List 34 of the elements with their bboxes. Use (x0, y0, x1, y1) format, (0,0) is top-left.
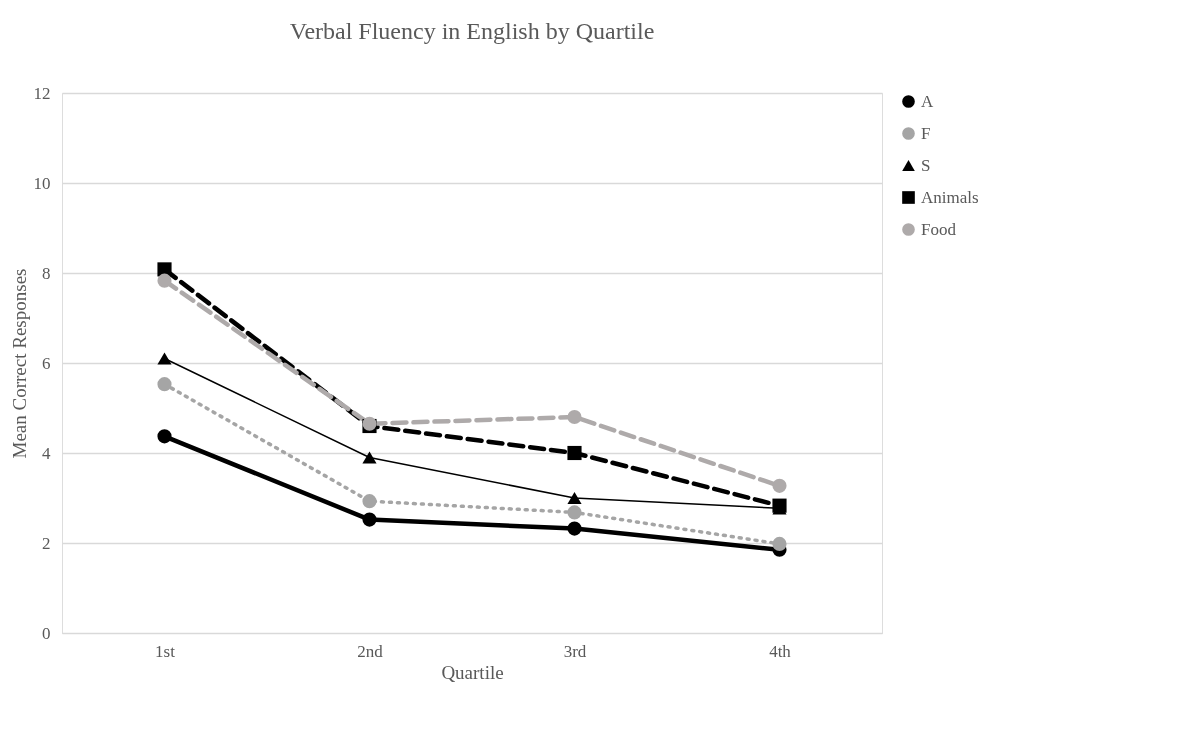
x-tick-label: 2nd (357, 641, 384, 661)
legend-label: Food (921, 219, 957, 239)
point (567, 521, 582, 536)
y-tick-label: 2 (42, 533, 51, 553)
point (772, 498, 787, 513)
point (567, 491, 582, 505)
y-axis-title: Mean Correct Responses (8, 268, 30, 459)
y-tick-label: 4 (42, 443, 51, 463)
y-tick-label: 8 (42, 263, 51, 283)
point (772, 536, 787, 551)
point (362, 512, 377, 527)
x-axis-title: Quartile (441, 661, 504, 683)
point (772, 478, 787, 493)
x-tick-label: 1st (155, 641, 176, 661)
point (157, 273, 172, 288)
legend-label: F (921, 123, 931, 143)
point (157, 429, 172, 444)
point (157, 352, 172, 365)
y-tick-label: 10 (33, 173, 51, 193)
point (567, 445, 582, 461)
point (362, 494, 377, 509)
y-tick-label: 0 (42, 623, 51, 643)
point (362, 451, 377, 464)
x-tick-label: 3rd (563, 641, 587, 661)
point (567, 505, 582, 520)
legend-label: S (921, 155, 931, 175)
point (157, 377, 172, 392)
legend-label: Animals (921, 187, 979, 207)
chart-title: Verbal Fluency in English by Quartile (289, 18, 655, 44)
legend-label: A (921, 91, 934, 111)
x-tick-label: 4th (769, 641, 792, 661)
y-tick-label: 12 (33, 83, 51, 103)
y-tick-label: 6 (42, 353, 51, 373)
point (567, 409, 582, 425)
